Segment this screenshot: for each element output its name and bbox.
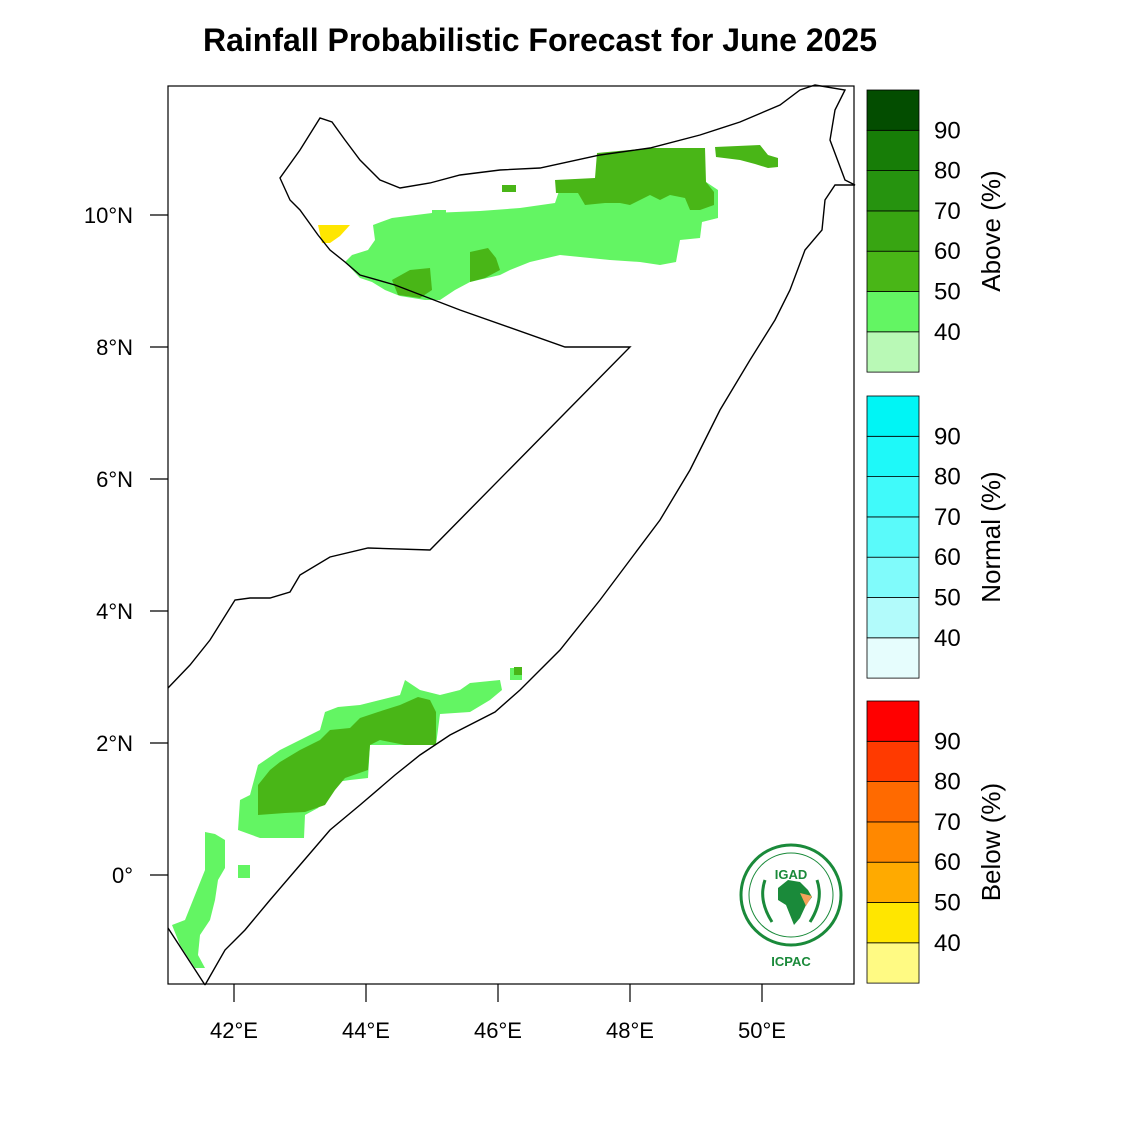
legend-below-swatch: [866, 942, 920, 984]
legend-above-swatch: [866, 170, 920, 212]
legend-normal: 40 50 60 70 80 90 Normal (%): [866, 395, 1006, 679]
legend-normal-label: 60: [934, 544, 961, 571]
legend-below-label: 70: [934, 809, 961, 836]
legend-below-swatch: [866, 781, 920, 823]
legend-below-label: 60: [934, 849, 961, 876]
lat-label-0: 0°: [112, 863, 133, 888]
lat-label-6n: 6°N: [96, 467, 133, 492]
legend-above-title: Above (%): [976, 170, 1006, 291]
lat-label-10n: 10°N: [84, 203, 133, 228]
legend-above-label: 80: [934, 158, 961, 185]
lon-label-48e: 48°E: [606, 1018, 654, 1043]
legend-below-swatch: [866, 861, 920, 903]
legend-above-label: 50: [934, 279, 961, 306]
lon-label-42e: 42°E: [210, 1018, 258, 1043]
legend-below-label: 80: [934, 769, 961, 796]
above-50-north-patch-a: [470, 248, 500, 282]
map-title: Rainfall Probabilistic Forecast for June…: [203, 22, 877, 58]
legend-below-label: 40: [934, 930, 961, 957]
somalia-outline: [167, 84, 856, 986]
legend-above-label: 90: [934, 117, 961, 144]
lon-label-50e: 50°E: [738, 1018, 786, 1043]
legend-normal-label: 40: [934, 625, 961, 652]
legend-below-swatch: [866, 700, 920, 742]
lon-label-44e: 44°E: [342, 1018, 390, 1043]
legend-above-swatch: [866, 89, 920, 131]
legends: 40 50 60 70 80 90 Above (%) 40 50 60 70 80 90 Normal …: [866, 89, 1006, 984]
legend-above-swatch: [866, 250, 920, 292]
axis-ticks: [150, 214, 763, 1002]
legend-normal-swatch: [866, 476, 920, 518]
legend-below: 40 50 60 70 80 90 Below (%): [866, 700, 1006, 984]
above-50-north-patch-b: [392, 268, 432, 298]
above-50-south-patch: [258, 697, 436, 815]
legend-above-label: 40: [934, 319, 961, 346]
above-40-north-island-b: [432, 210, 446, 218]
above-40-north-patch: [345, 178, 718, 300]
legend-above-label: 70: [934, 198, 961, 225]
legend-normal-swatch: [866, 556, 920, 598]
logo-bottom-text: ICPAC: [771, 954, 811, 969]
above-40-west-strip: [172, 832, 225, 968]
above-40-north-island-a: [628, 212, 642, 228]
legend-normal-swatch: [866, 435, 920, 477]
legend-normal-label: 70: [934, 504, 961, 531]
lat-labels: 10°N 8°N 6°N 4°N 2°N 0°: [84, 203, 133, 888]
horn-highlight-icon: [800, 893, 812, 906]
legend-below-swatch: [866, 740, 920, 782]
logo-top-text: IGAD: [775, 867, 808, 882]
above-50-north-patch-east: [715, 145, 778, 168]
forecast-patches: [172, 145, 778, 968]
below-40-north-patch: [318, 225, 350, 243]
legend-below-title: Below (%): [976, 783, 1006, 901]
lon-labels: 42°E 44°E 46°E 48°E 50°E: [210, 1018, 786, 1043]
country-outline: [167, 84, 856, 986]
legend-normal-swatch: [866, 597, 920, 639]
legend-above-swatch: [866, 291, 920, 333]
legend-normal-label: 80: [934, 464, 961, 491]
legend-below-swatch: [866, 902, 920, 944]
legend-above-swatch: [866, 210, 920, 252]
laurel-left-icon: [761, 879, 774, 923]
legend-normal-swatch: [866, 637, 920, 679]
africa-map-icon: [778, 880, 812, 925]
igad-icpac-logo: IGAD ICPAC: [739, 843, 843, 969]
legend-normal-title: Normal (%): [976, 471, 1006, 602]
above-50-north-patch-main: [555, 148, 714, 210]
kenya-border: [167, 927, 206, 986]
legend-normal-label: 50: [934, 585, 961, 612]
above-50-south-dot: [514, 667, 522, 675]
legend-below-label: 90: [934, 728, 961, 755]
legend-above-label: 60: [934, 238, 961, 265]
lat-label-4n: 4°N: [96, 599, 133, 624]
legend-above-swatch: [866, 331, 920, 373]
lat-label-2n: 2°N: [96, 731, 133, 756]
legend-normal-label: 90: [934, 423, 961, 450]
legend-below-swatch: [866, 821, 920, 863]
laurel-right-icon: [808, 879, 821, 923]
legend-normal-swatch: [866, 516, 920, 558]
legend-below-label: 50: [934, 890, 961, 917]
legend-normal-swatch: [866, 395, 920, 437]
legend-above-swatch: [866, 129, 920, 172]
lon-label-46e: 46°E: [474, 1018, 522, 1043]
above-40-west-dot: [238, 865, 250, 878]
legend-above: 40 50 60 70 80 90 Above (%): [866, 89, 1006, 373]
above-50-north-dot: [502, 185, 516, 192]
lat-label-8n: 8°N: [96, 335, 133, 360]
